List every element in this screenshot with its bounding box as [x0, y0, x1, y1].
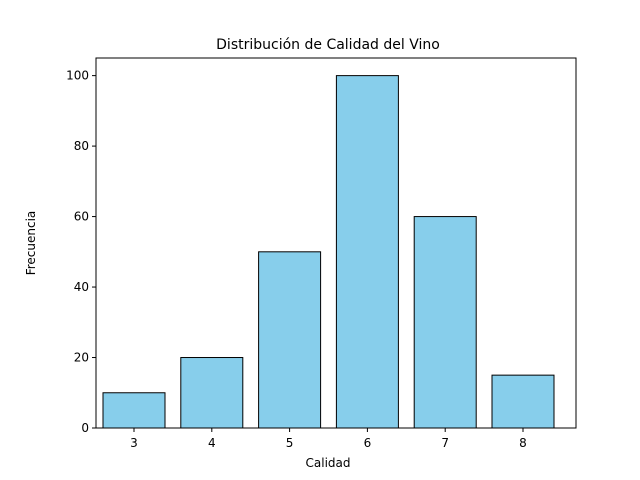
y-tick-label: 60 [74, 210, 89, 224]
y-tick-label: 20 [74, 351, 89, 365]
y-axis-label: Frecuencia [24, 211, 38, 276]
plot-frame [95, 57, 577, 429]
bar-6 [335, 75, 399, 429]
x-axis-label: Calidad [306, 456, 351, 470]
x-tick-label: 3 [130, 436, 138, 450]
y-tick-label: 80 [74, 139, 89, 153]
x-axis-ticks: 3 4 5 6 7 8 [130, 428, 527, 450]
x-tick-label: 4 [208, 436, 216, 450]
bar-3 [102, 392, 166, 429]
x-tick-label: 7 [441, 436, 449, 450]
bar-5 [258, 251, 322, 429]
x-tick-label: 5 [286, 436, 294, 450]
y-axis-ticks: 0 20 40 60 80 100 [66, 69, 96, 435]
x-tick-label: 6 [364, 436, 372, 450]
y-tick-label: 40 [74, 280, 89, 294]
chart-title: Distribución de Calidad del Vino [216, 37, 440, 53]
y-tick-label: 0 [81, 421, 89, 435]
bar-4 [180, 357, 244, 429]
bars-group [102, 75, 555, 429]
y-tick-label: 100 [66, 69, 89, 83]
bar-8 [491, 374, 555, 429]
bar-7 [413, 216, 477, 429]
x-tick-label: 8 [519, 436, 527, 450]
